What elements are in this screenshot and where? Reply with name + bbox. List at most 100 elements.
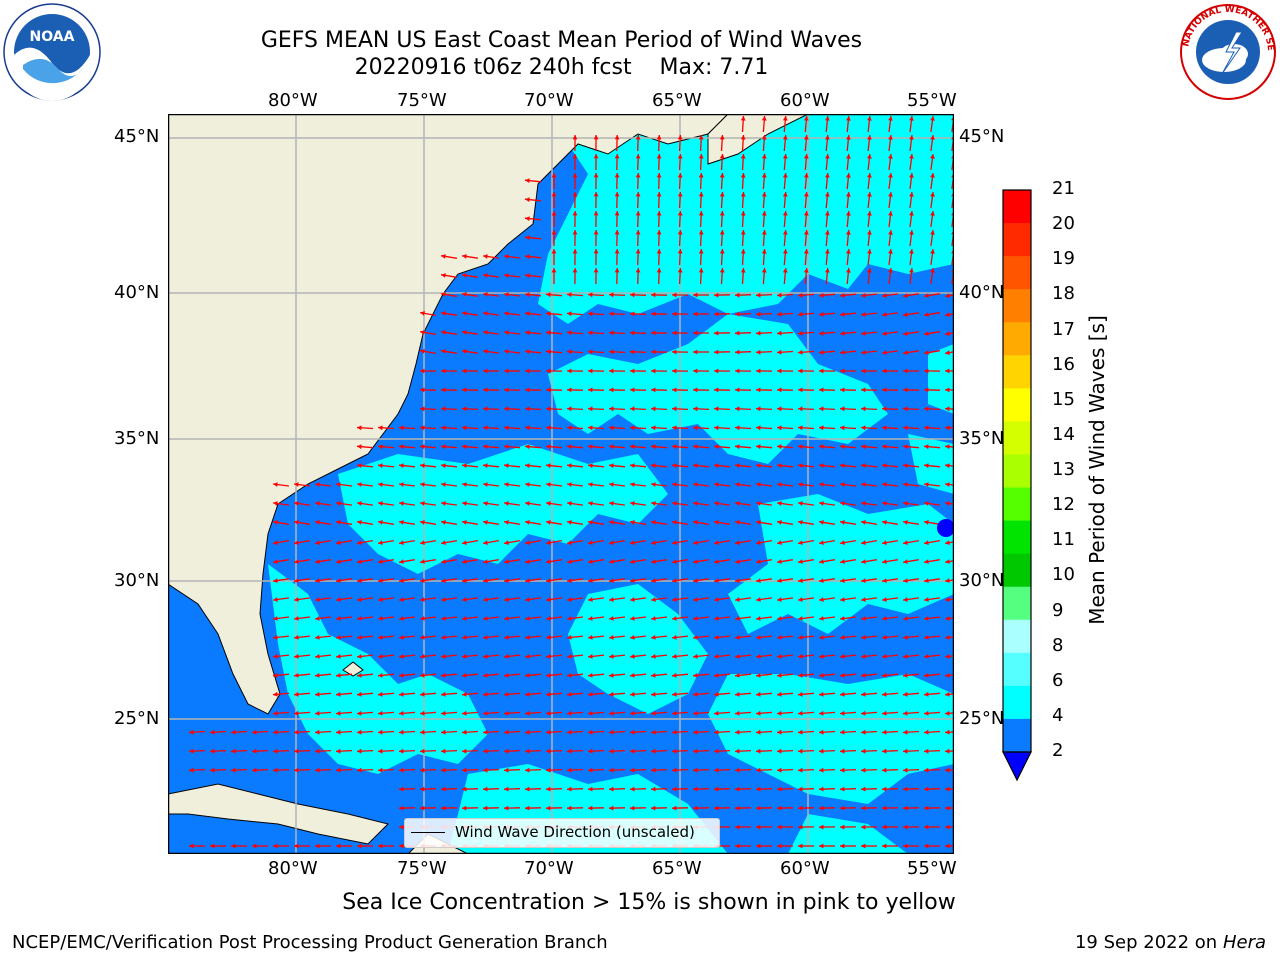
direction-arrow-head [525, 311, 530, 316]
direction-arrow-head [798, 330, 803, 336]
direction-arrow-head [420, 444, 425, 450]
legend-label: Wind Wave Direction (unscaled) [455, 823, 695, 841]
direction-arrow-head [698, 211, 704, 216]
direction-arrow-head [798, 673, 803, 678]
footer-machine: Hera [1222, 932, 1266, 953]
direction-arrow-head [756, 406, 761, 412]
direction-arrow-head [273, 843, 278, 849]
direction-arrow-head [819, 843, 824, 849]
direction-arrow-head [693, 482, 698, 487]
direction-arrow-head [572, 268, 578, 273]
direction-arrow-head [315, 520, 320, 525]
direction-arrow-head [693, 559, 698, 564]
direction-arrow-head [462, 635, 467, 640]
direction-arrow-head [882, 444, 887, 450]
direction-arrow-head [294, 578, 299, 583]
direction-arrow-head [735, 635, 740, 640]
direction-arrow-head [420, 654, 425, 659]
direction-arrow-head [441, 330, 446, 335]
direction-arrow-head [630, 501, 635, 506]
direction-arrow-head [924, 597, 929, 602]
direction-arrow-head [840, 673, 845, 678]
map-panel[interactable]: Wind Wave Direction (unscaled) [167, 113, 955, 855]
direction-arrow-head [210, 767, 215, 773]
direction-arrow-head [693, 691, 698, 697]
direction-arrow-head [651, 520, 656, 525]
direction-arrow-head [651, 748, 656, 754]
chart-title: GEFS MEAN US East Coast Mean Period of W… [260, 28, 863, 53]
direction-arrow-head [567, 597, 572, 602]
direction-arrow-head [567, 786, 572, 792]
direction-arrow-head [782, 116, 788, 121]
direction-arrow-head [840, 425, 845, 431]
direction-arrow-head [867, 268, 872, 273]
colorbar-tick-label: 17 [1052, 318, 1075, 340]
direction-arrow-head [588, 805, 593, 811]
direction-arrow-head [924, 387, 929, 393]
direction-arrow-head [462, 578, 467, 583]
direction-arrow-head [378, 710, 383, 716]
direction-arrow-head [909, 249, 914, 254]
direction-arrow-head [798, 292, 803, 298]
direction-arrow-head [840, 368, 845, 374]
direction-arrow-head [882, 654, 887, 659]
direction-arrow-head [798, 767, 803, 773]
direction-arrow-head [546, 368, 551, 374]
direction-arrow-head [840, 406, 845, 412]
direction-arrow-head [462, 729, 467, 735]
direction-arrow-head [719, 249, 725, 254]
direction-arrow-head [714, 311, 719, 317]
direction-arrow-head [588, 292, 593, 298]
direction-arrow-head [483, 425, 488, 431]
direction-arrow-head [719, 268, 725, 273]
direction-arrow-head [882, 387, 887, 393]
direction-arrow-head [777, 786, 782, 792]
direction-arrow-head [819, 520, 824, 525]
direction-arrow-head [462, 463, 467, 468]
direction-arrow-head [441, 710, 446, 716]
direction-arrow-head [735, 824, 740, 830]
direction-arrow-head [867, 135, 872, 140]
direction-arrow-head [756, 616, 761, 621]
direction-arrow-head [798, 843, 803, 849]
direction-arrow-head [567, 767, 572, 773]
direction-arrow-head [609, 597, 614, 602]
direction-arrow-head [782, 211, 788, 216]
direction-arrow-head [803, 192, 809, 197]
direction-arrow-head [924, 482, 929, 487]
direction-arrow-head [336, 654, 341, 659]
direction-arrow-head [567, 425, 572, 431]
direction-arrow-head [357, 767, 362, 773]
direction-arrow-head [504, 292, 509, 297]
direction-arrow-head [924, 635, 929, 640]
direction-arrow-head [777, 767, 782, 773]
direction-arrow-head [945, 331, 950, 336]
direction-arrow-head [651, 425, 656, 431]
direction-arrow-head [735, 786, 740, 792]
direction-arrow-head [504, 748, 509, 754]
direction-arrow-head [420, 311, 425, 316]
direction-arrow-head [567, 349, 572, 355]
direction-arrow-head [735, 578, 740, 583]
direction-arrow-head [399, 559, 404, 564]
direction-arrow-head [819, 691, 824, 697]
direction-arrow-head [782, 192, 788, 197]
direction-arrow-head [945, 786, 950, 792]
colorbar-tick-label: 13 [1052, 459, 1075, 480]
direction-arrow-head [882, 520, 887, 525]
direction-arrow-head [546, 387, 551, 393]
direction-arrow-head [525, 425, 530, 431]
direction-arrow-head [672, 673, 677, 678]
direction-arrow-head [882, 501, 887, 506]
direction-arrow-head [882, 635, 887, 640]
direction-arrow-head [525, 710, 530, 716]
direction-arrow-head [315, 691, 320, 697]
direction-arrow-head [924, 444, 929, 450]
direction-arrow-head [756, 710, 761, 716]
direction-arrow-head [252, 767, 257, 773]
direction-arrow-head [572, 135, 578, 140]
noaa-logo: NOAA [3, 3, 101, 101]
direction-arrow-head [945, 654, 950, 659]
direction-arrow-head [336, 710, 341, 716]
direction-arrow-head [630, 691, 635, 697]
